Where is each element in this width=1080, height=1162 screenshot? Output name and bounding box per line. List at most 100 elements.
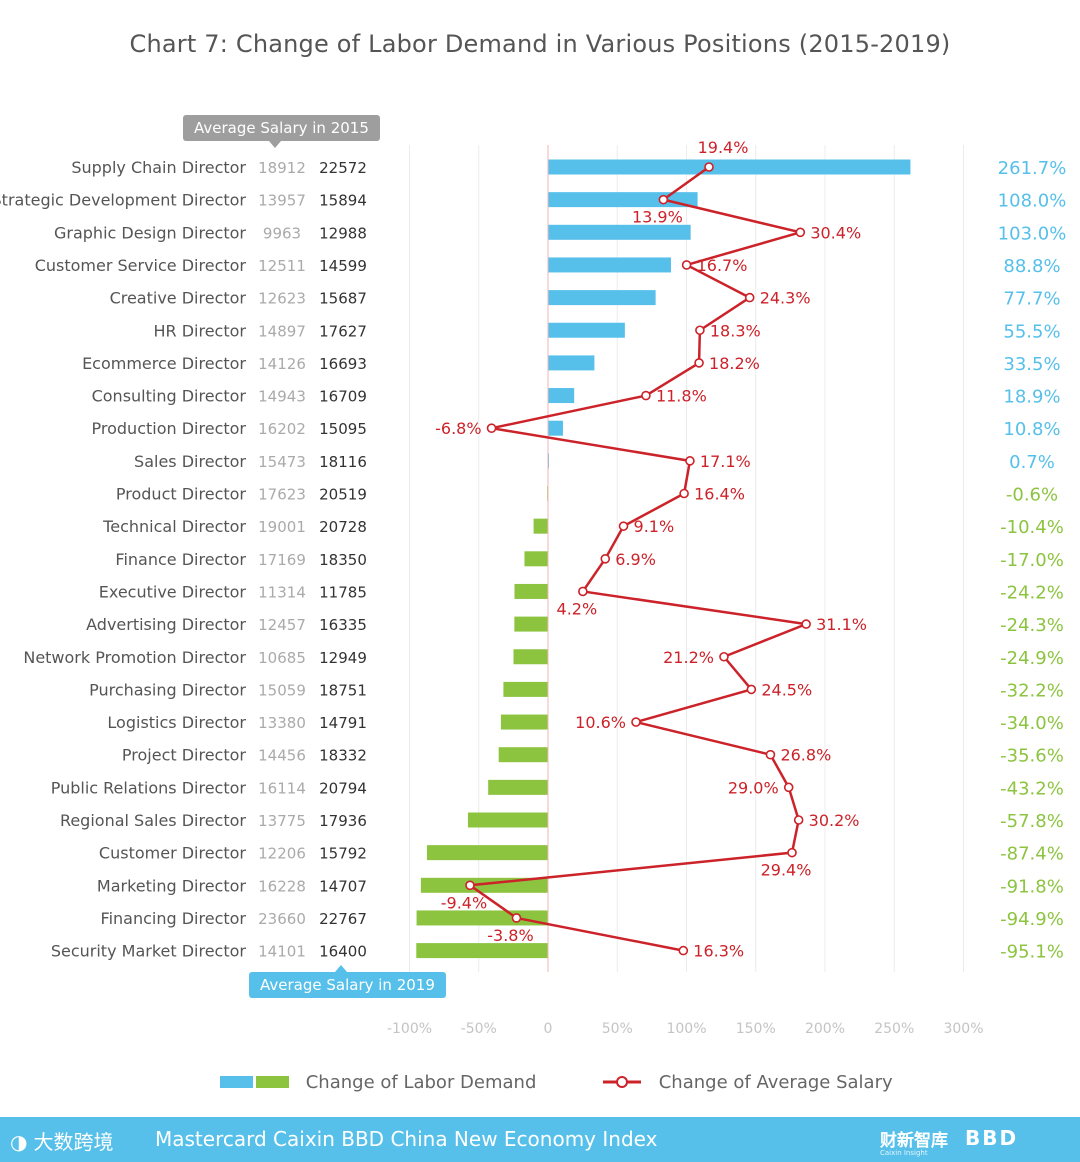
salary-2015-value: 12206: [258, 845, 306, 863]
salary-change-label: 18.3%: [710, 321, 761, 340]
demand-change-label: 33.5%: [1003, 354, 1060, 375]
salary-2019-value: 17936: [319, 812, 367, 830]
salary-2019-value: 15792: [319, 845, 367, 863]
demand-bar: [513, 649, 548, 665]
demand-bar: [514, 616, 548, 632]
salary-change-label: -9.4%: [441, 893, 487, 912]
x-tick-label: 300%: [943, 1021, 983, 1037]
legend-item-demand: Change of Labor Demand: [220, 1072, 536, 1094]
salary-2019-value: 11785: [319, 583, 367, 601]
salary-2015-value: 16202: [258, 420, 306, 438]
footer-brand-caixin-sub: Caixin Insight: [880, 1149, 928, 1157]
salary-2019-value: 15095: [319, 420, 367, 438]
salary-point: [641, 390, 651, 401]
salary-2015-value: 17169: [258, 551, 306, 569]
salary-2015-value: 11314: [258, 583, 306, 601]
x-tick-label: 50%: [602, 1021, 633, 1037]
salary-point: [787, 847, 797, 858]
category-label: Purchasing Director: [89, 680, 246, 699]
salary-2019-value: 14791: [319, 714, 367, 732]
demand-change-label: 88.8%: [1003, 256, 1060, 277]
demand-change-label: -34.0%: [1000, 713, 1064, 734]
salary-2015-value: 17623: [258, 486, 306, 504]
salary-2015-value: 14897: [258, 322, 306, 340]
salary-point: [695, 325, 705, 336]
demand-change-label: 77.7%: [1003, 289, 1060, 310]
salary-point: [578, 586, 588, 597]
salary-2015-callout: Average Salary in 2015: [183, 115, 380, 148]
salary-change-label: 10.6%: [575, 713, 626, 732]
category-label: Finance Director: [115, 550, 246, 569]
salary-2019-value: 16400: [319, 943, 367, 961]
demand-change-label: -91.8%: [1000, 876, 1064, 897]
category-label: Creative Director: [110, 289, 247, 308]
salary-point: [801, 619, 811, 629]
category-label: Graphic Design Director: [54, 223, 246, 242]
demand-change-label: 261.7%: [998, 158, 1067, 179]
x-tick-label: -50%: [461, 1021, 497, 1037]
salary-2015-value: 14101: [258, 943, 306, 961]
legend-line-swatch: [603, 1073, 641, 1094]
category-label: Logistics Director: [107, 713, 246, 732]
x-tick-label: 0: [544, 1021, 553, 1037]
salary-change-label: -3.8%: [487, 926, 533, 945]
category-label: Product Director: [116, 485, 247, 504]
demand-bar: [548, 159, 911, 175]
salary-2019-value: 15687: [319, 290, 367, 308]
salary-2015-value: 12457: [258, 616, 306, 634]
salary-point: [678, 945, 689, 956]
demand-change-label: -35.6%: [1000, 746, 1064, 767]
demand-change-label: -24.9%: [1000, 648, 1064, 669]
category-label: Sales Director: [134, 452, 246, 471]
salary-change-label: 9.1%: [634, 517, 675, 536]
x-tick-label: 150%: [736, 1021, 776, 1037]
salary-change-label: 29.0%: [728, 778, 779, 797]
demand-change-label: -57.8%: [1000, 811, 1064, 832]
category-label: Network Promotion Director: [23, 648, 246, 667]
salary-point: [783, 782, 794, 793]
chart-legend: Change of Labor Demand Change of Average…: [0, 1068, 1080, 1100]
salary-2015-value: 12511: [258, 257, 306, 275]
salary-2015-value: 14943: [258, 388, 306, 406]
salary-change-label: 30.2%: [809, 811, 860, 830]
salary-2019-value: 18116: [319, 453, 367, 471]
demand-bar: [524, 551, 548, 567]
footer-bar: ◑ 大数跨境 Mastercard Caixin BBD China New Ec…: [0, 1117, 1080, 1162]
category-label: Customer Service Director: [35, 256, 247, 275]
category-label: Technical Director: [102, 517, 246, 536]
category-label: Security Market Director: [51, 942, 247, 961]
salary-change-label: 6.9%: [615, 550, 656, 569]
salary-2015-value: 23660: [258, 910, 306, 928]
salary-change-label: 11.8%: [656, 387, 707, 406]
demand-bar: [467, 812, 548, 828]
salary-change-label: 17.1%: [700, 452, 751, 471]
demand-bar: [548, 257, 671, 273]
demand-change-label: 18.9%: [1003, 387, 1060, 408]
demand-change-label: -32.2%: [1000, 680, 1064, 701]
salary-change-label: 29.4%: [761, 861, 812, 880]
demand-change-label: 55.5%: [1003, 321, 1060, 342]
x-tick-label: 100%: [666, 1021, 706, 1037]
salary-2019-value: 12988: [319, 224, 367, 242]
category-label: HR Director: [153, 321, 246, 340]
demand-bar: [548, 322, 625, 338]
category-label: Strategic Development Director: [0, 191, 246, 210]
demand-bar: [488, 779, 548, 795]
salary-point: [795, 227, 806, 238]
demand-bar: [416, 910, 548, 926]
salary-2019-value: 18751: [319, 681, 367, 699]
salary-2015-value: 19001: [258, 518, 306, 536]
salary-2015-value: 18912: [258, 159, 306, 177]
demand-change-label: -87.4%: [1000, 844, 1064, 865]
salary-change-label: 16.7%: [697, 256, 748, 275]
salary-change-label: 18.2%: [709, 354, 760, 373]
salary-change-label: 16.3%: [693, 942, 744, 961]
demand-bar: [548, 192, 698, 208]
category-label: Consulting Director: [92, 387, 247, 406]
demand-bar: [500, 714, 548, 730]
demand-change-label: 103.0%: [998, 223, 1067, 244]
demand-bar: [503, 681, 548, 697]
salary-point: [719, 651, 729, 662]
salary-2015-value: 16114: [258, 779, 306, 797]
category-label: Regional Sales Director: [60, 811, 246, 830]
